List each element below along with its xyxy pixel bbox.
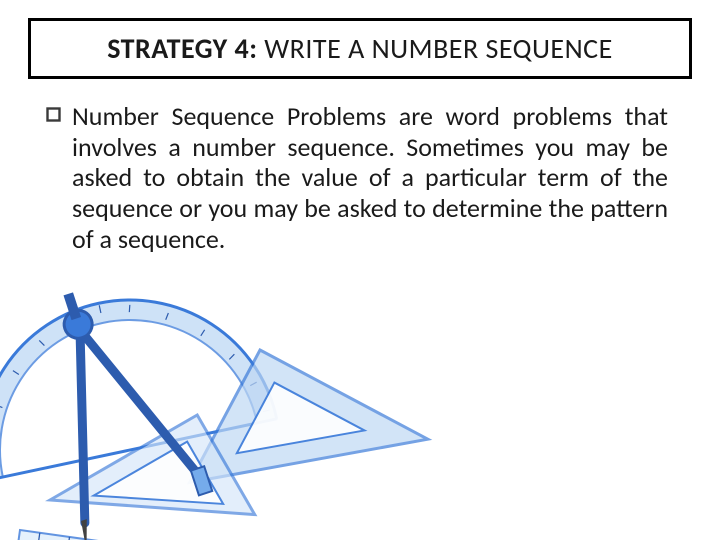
title-prefix: STRATEGY 4: bbox=[107, 31, 257, 66]
body-area: Number Sequence Problems are word proble… bbox=[28, 101, 692, 254]
slide: STRATEGY 4: WRITE A NUMBER SEQUENCE Numb… bbox=[0, 0, 720, 540]
slide-title: STRATEGY 4: WRITE A NUMBER SEQUENCE bbox=[45, 31, 675, 66]
title-rest: WRITE A NUMBER SEQUENCE bbox=[257, 31, 612, 66]
body-paragraph: Number Sequence Problems are word proble… bbox=[72, 101, 668, 254]
title-box: STRATEGY 4: WRITE A NUMBER SEQUENCE bbox=[28, 18, 692, 79]
bullet-square-icon bbox=[46, 107, 61, 122]
